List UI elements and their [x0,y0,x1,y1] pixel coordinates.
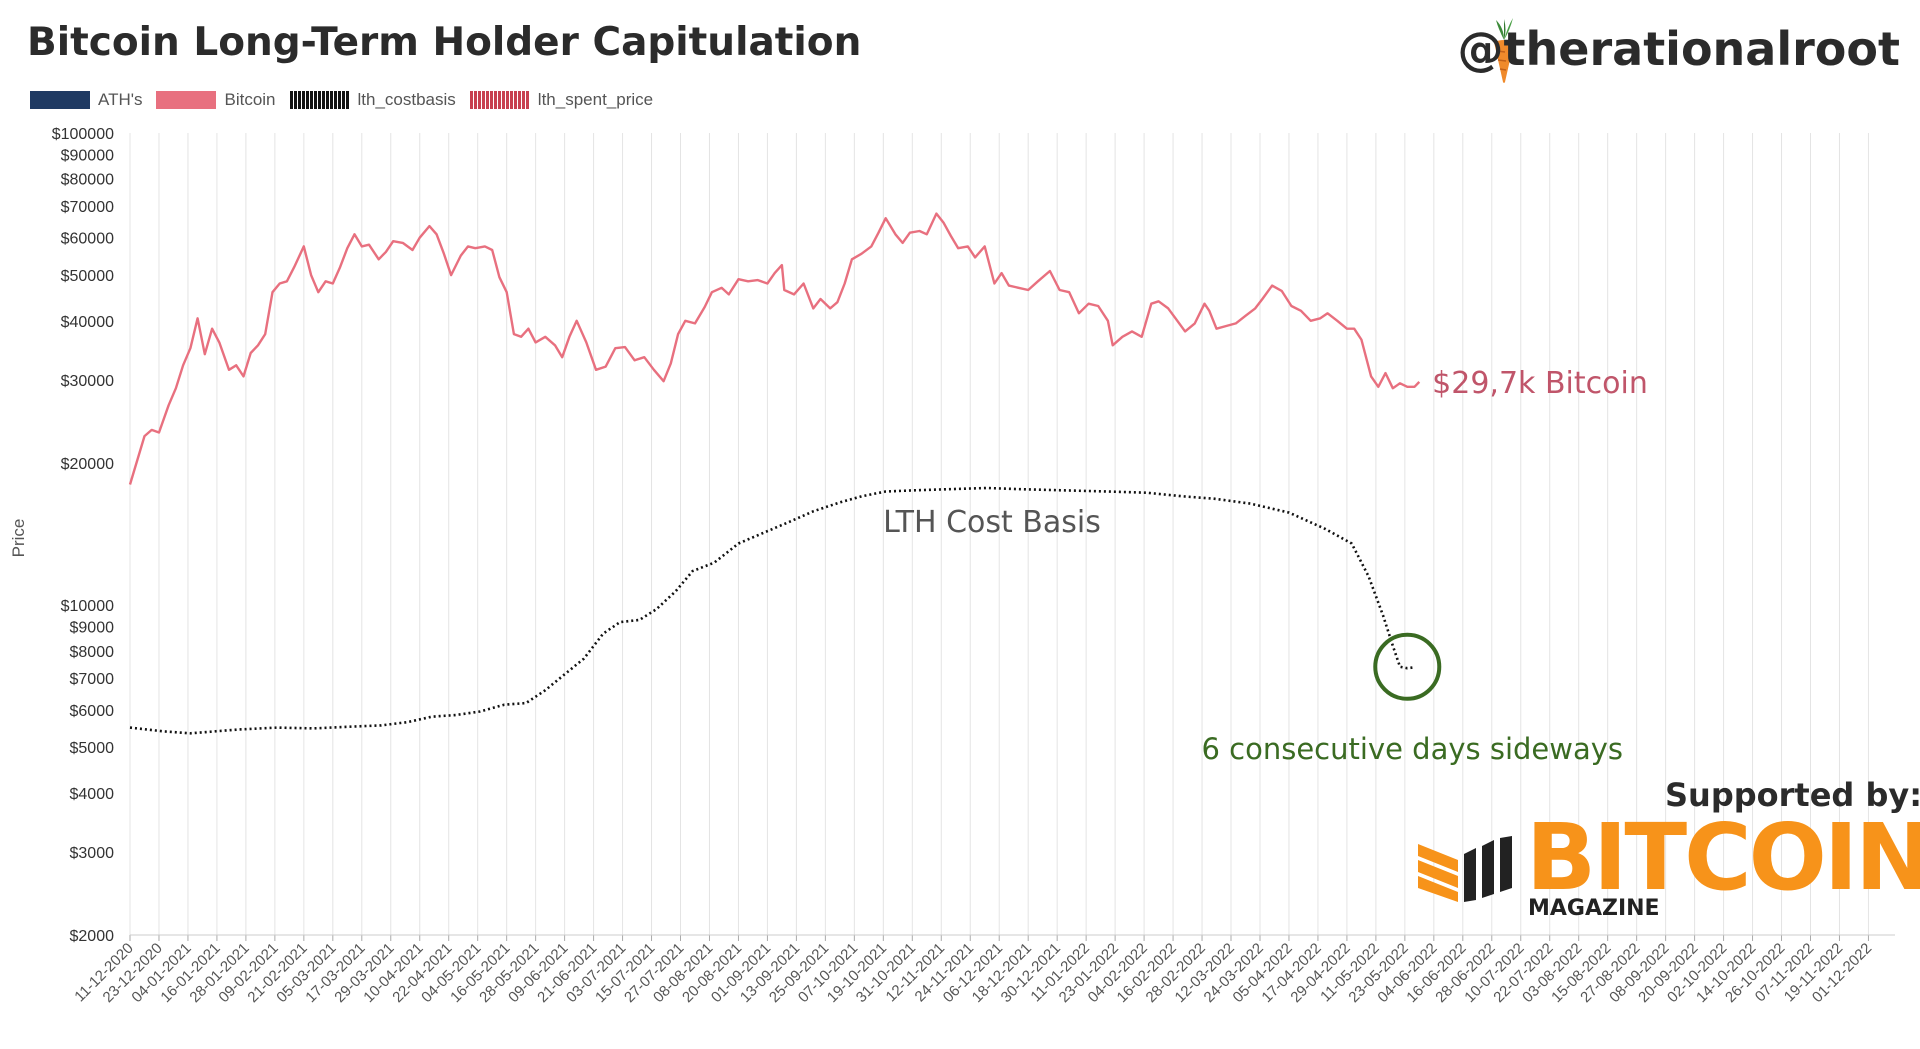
legend-label: lth_spent_price [537,90,654,109]
legend-item-3[interactable]: lth_spent_price [469,90,654,110]
legend-swatch [289,91,350,109]
y-tick-label: $40000 [61,314,114,331]
annotation-bitcoin-price: $29,7k Bitcoin [1432,366,1648,401]
y-tick-label: $4000 [70,786,115,803]
bitcoin-magazine-wordmark: BITCOIN [1526,804,1920,911]
y-tick-label: $60000 [61,231,114,248]
x-axis: 11-12-202023-12-202004-01-202116-01-2021… [71,934,1895,1006]
legend-item-1[interactable]: Bitcoin [156,90,276,110]
legend-label: lth_costbasis [357,90,456,109]
annotation-sideways: 6 consecutive days sideways [1202,732,1624,766]
y-axis: $100000 $90000 $80000 $70000 $60000 $50000 $40… [52,126,114,945]
y-tick-label: $8000 [70,644,115,661]
legend-swatch [156,91,217,109]
annotation-circle-marker [1373,632,1442,701]
series [128,212,1421,735]
annotation-lth-cost-basis: LTH Cost Basis [883,505,1101,540]
series-line-bitcoin [128,212,1421,485]
y-tick-label: $5000 [70,740,115,757]
y-axis-label: Price [9,519,28,558]
legend: ATH's Bitcoin lth_costbasis lth_spent_price [30,90,653,110]
y-tick-label: $10000 [61,598,114,615]
legend-item-0[interactable]: ATH's [30,90,142,110]
y-tick-label: $100000 [52,126,114,143]
series-line-lth-costbasis [129,486,1415,735]
bitcoin-magazine-mark-icon [1418,836,1512,902]
carrot-logo-icon [1494,18,1514,83]
y-tick-label: $70000 [61,199,114,216]
legend-swatch [30,91,90,109]
bitcoin-magazine-subtitle: MAGAZINE [1528,896,1660,921]
y-tick-label: $2000 [70,928,115,945]
author-handle: @therationalroot [1457,22,1900,76]
y-tick-label: $3000 [70,845,115,862]
y-tick-label: $50000 [61,268,114,285]
legend-item-2[interactable]: lth_costbasis [289,90,456,110]
y-tick-label: $6000 [70,703,115,720]
chart-title: Bitcoin Long-Term Holder Capitulation [27,20,862,65]
y-tick-label: $20000 [61,456,114,473]
legend-swatch [469,91,530,109]
supported-by-label: Supported by: [1665,776,1920,814]
y-tick-label: $30000 [61,373,114,390]
y-tick-label: $7000 [70,671,115,688]
y-tick-label: $9000 [70,620,115,637]
y-tick-label: $80000 [61,172,114,189]
annotations: $29,7k Bitcoin LTH Cost Basis 6 consecutiv… [883,366,1648,766]
legend-label: ATH's [98,90,143,109]
y-tick-label: $90000 [61,148,114,165]
legend-label: Bitcoin [224,90,276,109]
